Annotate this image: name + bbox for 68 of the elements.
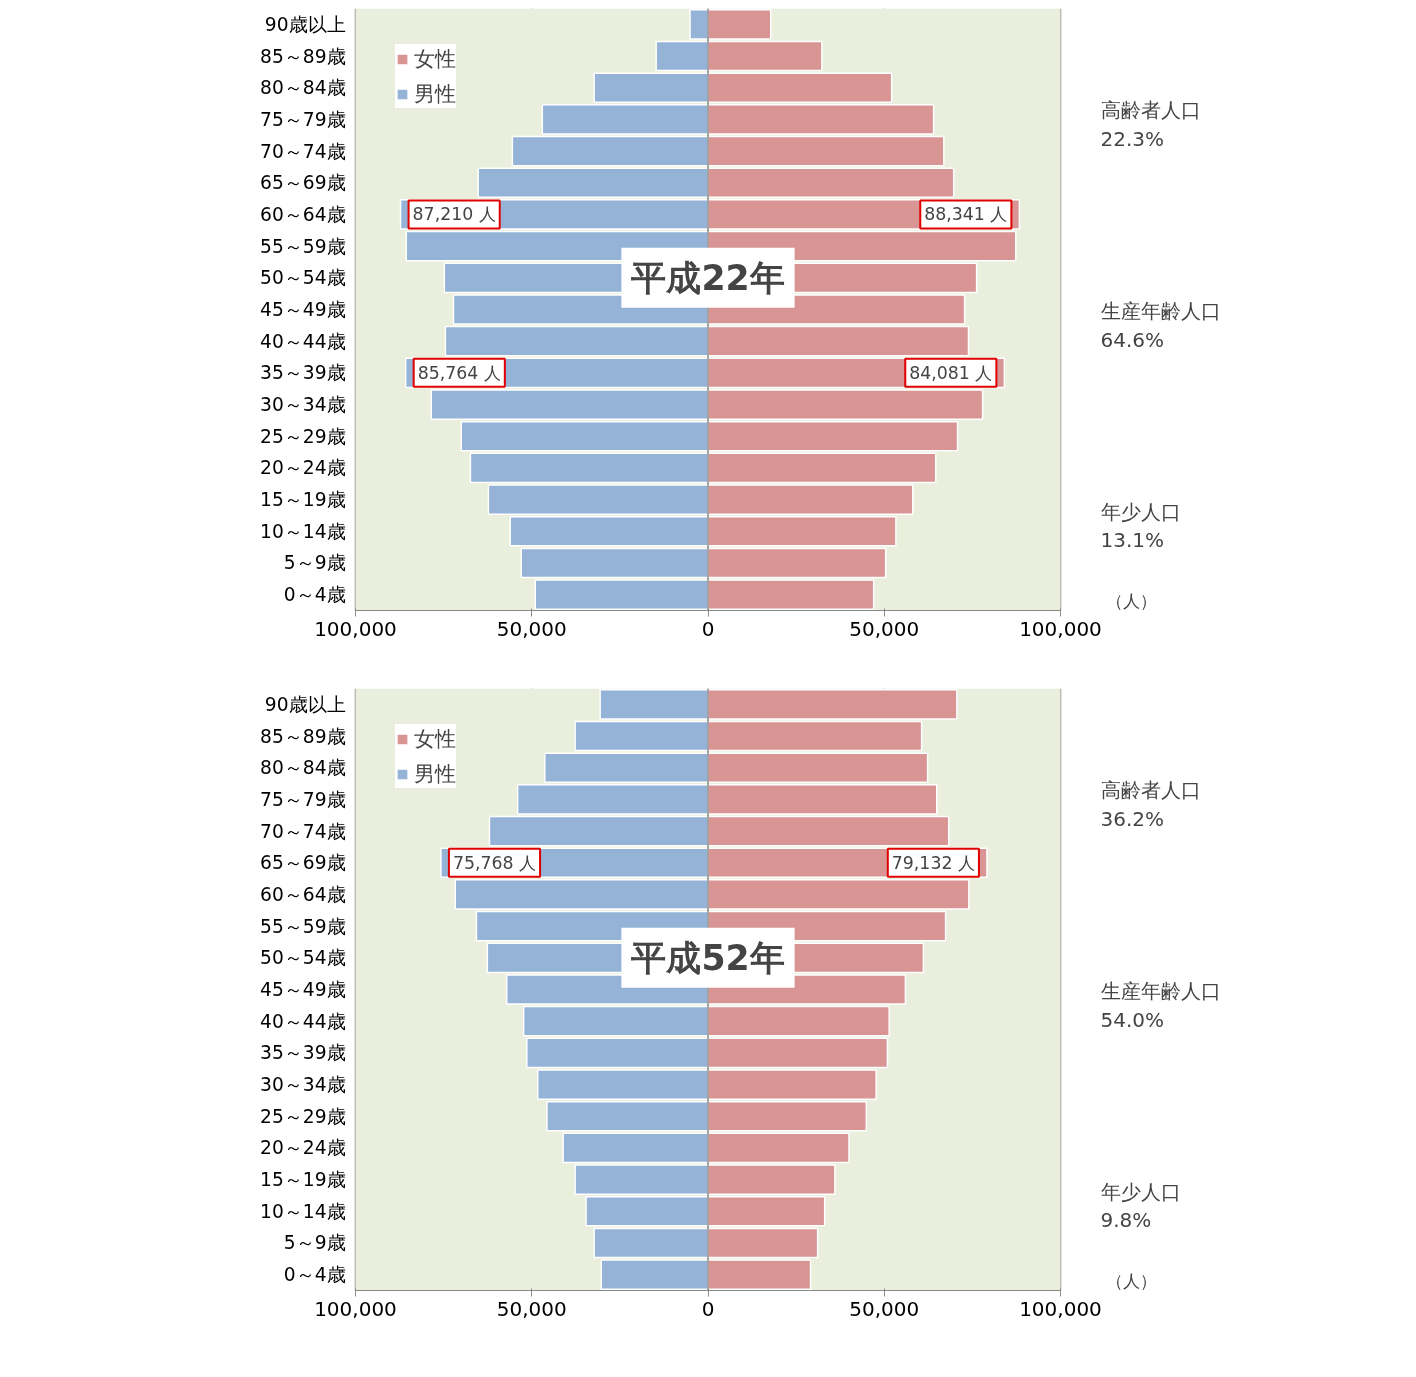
y-tick-label: 10～14歳: [260, 520, 346, 542]
x-tick-label: 50,000: [496, 616, 567, 641]
text: 生産年齢人口 64.6%: [1100, 298, 1221, 352]
y-tick-label: 50～54歳: [260, 267, 346, 289]
y-tick-label: 0～4歳: [283, 584, 346, 606]
annotation: 88,341 人: [924, 204, 1008, 225]
y-tick-label: 15～19歳: [260, 1169, 346, 1191]
y-tick-label: 85～89歳: [260, 725, 346, 747]
y-tick-label: 25～29歳: [260, 425, 346, 447]
y-tick-label: 60～64歳: [260, 883, 346, 905]
x-tick-label: 100,000: [314, 1296, 397, 1321]
y-tick-label: 55～59歳: [260, 915, 346, 937]
y-tick-label: 5～9歳: [283, 1232, 346, 1254]
y-tick-label: 90歳以上: [264, 13, 346, 35]
y-tick-label: 20～24歳: [260, 1137, 346, 1159]
legend-label: 男性: [414, 80, 456, 108]
y-tick-label: 65～69歳: [260, 852, 346, 874]
x-axis-title: （人）: [1105, 590, 1157, 611]
y-tick-label: 70～74歳: [260, 820, 346, 842]
text: 平成22年: [630, 257, 785, 298]
text: 年少人口 13.1%: [1100, 499, 1181, 553]
y-tick-label: 80～84歳: [260, 757, 346, 779]
y-tick-label: 25～29歳: [260, 1105, 346, 1127]
text: 平成52年: [630, 937, 785, 978]
text: 年少人口 9.8%: [1100, 1179, 1181, 1233]
annotation: 85,764 人: [417, 362, 501, 383]
text: 生産年齢人口 54.0%: [1100, 978, 1221, 1032]
legend-label: 女性: [414, 45, 456, 73]
y-tick-label: 45～49歳: [260, 299, 346, 320]
x-tick-label: 0: [701, 1296, 715, 1321]
y-tick-label: 90歳以上: [264, 693, 346, 715]
y-tick-label: 40～44歳: [260, 330, 346, 352]
y-tick-label: 40～44歳: [260, 1010, 346, 1032]
x-tick-label: 50,000: [849, 1296, 920, 1321]
annotation: 87,210 人: [412, 204, 496, 225]
y-tick-label: 30～34歳: [260, 1074, 346, 1096]
y-tick-label: 35～39歳: [260, 362, 346, 384]
y-tick-label: 10～14歳: [260, 1200, 346, 1222]
y-tick-label: 50～54歳: [260, 947, 346, 969]
x-axis-title: （人）: [1105, 1270, 1157, 1291]
y-tick-label: 30～34歳: [260, 394, 346, 416]
legend-label: 女性: [414, 725, 456, 753]
x-tick-label: 0: [701, 616, 715, 641]
y-tick-label: 5～9歳: [283, 552, 346, 574]
legend-label: 男性: [414, 760, 456, 788]
y-tick-label: 80～84歳: [260, 77, 346, 99]
annotation: 75,768 人: [452, 852, 537, 873]
y-tick-label: 20～24歳: [260, 457, 346, 479]
x-tick-label: 50,000: [496, 1296, 567, 1321]
annotation: 79,132 人: [891, 852, 975, 873]
y-tick-label: 35～39歳: [260, 1042, 346, 1064]
y-tick-label: 85～89歳: [260, 45, 346, 67]
y-tick-label: 15～19歳: [260, 489, 346, 511]
text: 高齢者人口 36.2%: [1100, 778, 1201, 832]
annotation: 84,081 人: [909, 362, 993, 383]
y-tick-label: 45～49歳: [260, 979, 346, 1000]
x-tick-label: 100,000: [1019, 1296, 1102, 1321]
x-tick-label: 100,000: [314, 616, 397, 641]
text: 高齢者人口 22.3%: [1100, 98, 1201, 152]
y-tick-label: 70～74歳: [260, 140, 346, 162]
x-tick-label: 100,000: [1019, 616, 1102, 641]
y-tick-label: 0～4歳: [283, 1264, 346, 1286]
x-tick-label: 50,000: [849, 616, 920, 641]
y-tick-label: 75～79歳: [260, 108, 346, 130]
y-tick-label: 75～79歳: [260, 788, 346, 810]
y-tick-label: 55～59歳: [260, 235, 346, 257]
y-tick-label: 65～69歳: [260, 172, 346, 194]
y-tick-label: 60～64歳: [260, 203, 346, 225]
